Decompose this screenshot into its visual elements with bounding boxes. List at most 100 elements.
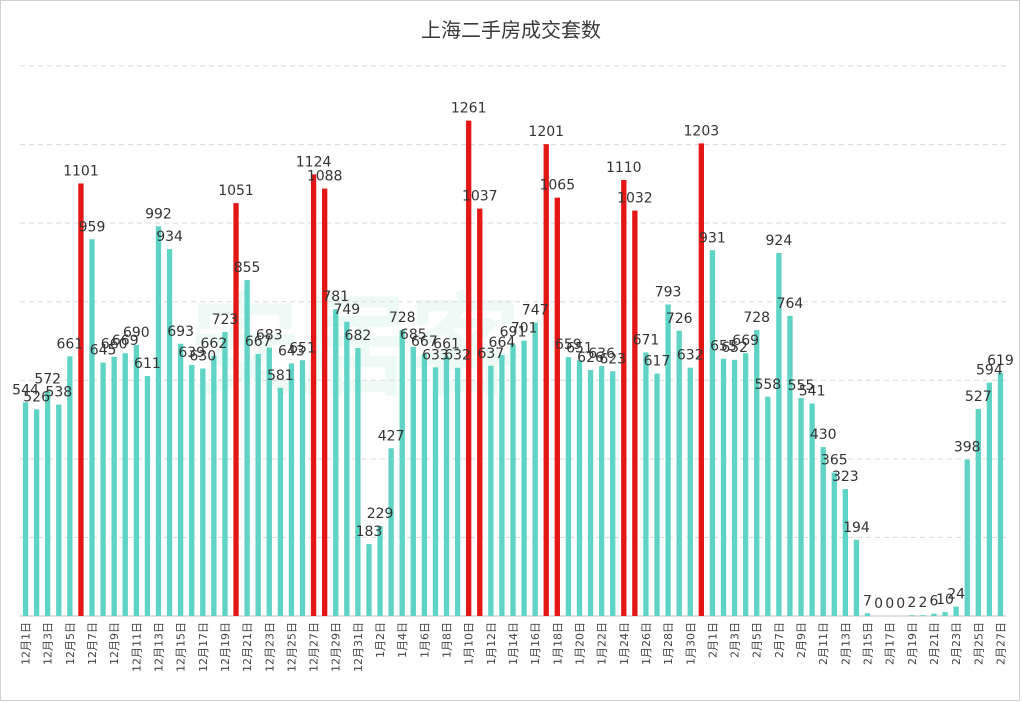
- value-label-2月19日: 2: [907, 595, 916, 611]
- value-label-12月29日: 781: [322, 289, 349, 305]
- bar-1月14日: [510, 344, 516, 616]
- value-label-2月16日: 0: [874, 596, 883, 612]
- value-label-2月3日: 652: [721, 340, 748, 356]
- value-label-1月25日: 1032: [617, 191, 653, 207]
- value-label-12月22日: 667: [245, 334, 272, 350]
- value-label-2月23日: 24: [947, 587, 965, 603]
- bar-2月3日: [731, 359, 738, 616]
- bar-12月27日: [310, 174, 317, 616]
- value-label-2月24日: 398: [954, 440, 981, 456]
- bar-1月27日: [654, 373, 660, 616]
- bar-2月9日: [798, 397, 804, 616]
- value-label-12月11日: 690: [123, 325, 150, 341]
- x-tick-label-12月23日: 12月23日: [263, 622, 276, 672]
- bar-1月15日: [521, 340, 527, 616]
- x-tick-label-2月13日: 2月13日: [839, 622, 852, 665]
- x-tick-label-1月2日: 1月2日: [374, 622, 387, 658]
- value-label-1月31日: 1203: [684, 123, 720, 139]
- bar-2月27日: [997, 372, 1004, 616]
- x-tick-label-2月5日: 2月5日: [751, 622, 764, 658]
- value-label-12月17日: 630: [189, 349, 216, 365]
- value-label-2月14日: 194: [843, 520, 870, 536]
- value-label-12月2日: 526: [23, 389, 50, 405]
- bar-1月21日: [587, 370, 594, 616]
- bar-12月20日: [233, 203, 239, 616]
- value-label-1月28日: 793: [655, 284, 682, 300]
- value-label-1月11日: 1037: [462, 189, 498, 205]
- bar-12月24日: [277, 387, 284, 616]
- bar-2月5日: [754, 330, 760, 616]
- x-tick-label-12月17日: 12月17日: [197, 622, 210, 672]
- bar-1月13日: [499, 355, 505, 616]
- value-label-2月9日: 555: [788, 378, 815, 394]
- value-labels: 5445265725386611101959645660669690611992…: [12, 101, 1014, 612]
- bar-2月22日: [942, 612, 948, 616]
- bar-1月3日: [388, 448, 394, 616]
- value-label-2月4日: 669: [732, 333, 759, 349]
- bar-1月12日: [488, 365, 494, 616]
- value-label-12月26日: 651: [289, 340, 316, 356]
- bar-1月23日: [610, 371, 616, 616]
- x-tick-label-1月26日: 1月26日: [640, 622, 653, 665]
- bar-12月30日: [344, 321, 350, 616]
- value-label-1月27日: 617: [644, 354, 671, 370]
- bar-2月1日: [709, 250, 716, 616]
- bar-1月6日: [421, 353, 428, 616]
- value-label-1月10日: 1261: [451, 101, 487, 117]
- value-label-2月1日: 931: [699, 230, 726, 246]
- value-label-2月5日: 728: [743, 310, 770, 326]
- value-label-2月26日: 594: [976, 363, 1003, 379]
- bar-2月13日: [842, 489, 849, 616]
- value-label-12月20日: 1051: [218, 183, 254, 199]
- bar-12月23日: [266, 347, 272, 616]
- value-label-1月7日: 633: [422, 347, 449, 363]
- value-label-1月23日: 623: [599, 351, 626, 367]
- x-tick-label-2月21日: 2月21日: [928, 622, 941, 665]
- value-label-12月4日: 538: [45, 385, 72, 401]
- value-label-1月13日: 664: [489, 335, 516, 351]
- bar-1月22日: [598, 366, 605, 616]
- value-label-2月17日: 0: [885, 596, 894, 612]
- value-label-1月1日: 183: [356, 524, 383, 540]
- value-label-12月5日: 661: [56, 336, 83, 352]
- value-label-12月6日: 1101: [63, 163, 99, 179]
- value-label-2月7日: 924: [766, 233, 793, 249]
- value-label-2月15日: 7: [863, 593, 872, 609]
- bar-12月13日: [155, 226, 162, 617]
- value-label-1月22日: 636: [588, 346, 615, 362]
- bar-2月23日: [953, 606, 959, 616]
- bar-1月18日: [554, 197, 560, 616]
- value-label-2月2日: 655: [710, 339, 737, 355]
- x-tick-label-1月4日: 1月4日: [396, 622, 409, 658]
- value-label-2月18日: 0: [896, 596, 905, 612]
- bar-12月31日: [355, 348, 361, 616]
- bar-2月15日: [864, 613, 871, 616]
- value-label-2月10日: 541: [799, 383, 826, 399]
- value-label-2月22日: 10: [936, 592, 954, 608]
- bar-2月21日: [931, 613, 937, 616]
- bar-1月4日: [399, 330, 405, 616]
- x-tick-label-1月24日: 1月24日: [618, 622, 631, 665]
- bar-12月17日: [200, 368, 206, 616]
- bar-1月28日: [665, 304, 671, 616]
- bar-12月29日: [333, 309, 339, 616]
- value-label-12月16日: 639: [178, 345, 205, 361]
- bar-1月1日: [366, 544, 372, 616]
- bar-12月6日: [78, 183, 84, 616]
- bars: [22, 120, 1004, 617]
- x-tick-label-12月31日: 12月31日: [352, 622, 365, 672]
- value-label-12月24日: 581: [267, 368, 294, 384]
- value-label-1月14日: 691: [500, 325, 527, 341]
- bar-12月28日: [322, 188, 328, 617]
- value-label-12月18日: 662: [201, 336, 228, 352]
- bar-2月24日: [964, 459, 970, 616]
- bar-12月12日: [144, 375, 151, 616]
- bar-12月25日: [288, 363, 295, 616]
- value-label-12月13日: 992: [145, 206, 172, 222]
- bar-1月30日: [687, 367, 693, 616]
- bar-12月18日: [211, 355, 217, 616]
- x-tick-label-12月5日: 12月5日: [64, 622, 77, 665]
- value-label-12月19日: 723: [212, 312, 239, 328]
- bar-2月26日: [986, 382, 993, 616]
- x-tick-label-2月17日: 2月17日: [884, 622, 897, 665]
